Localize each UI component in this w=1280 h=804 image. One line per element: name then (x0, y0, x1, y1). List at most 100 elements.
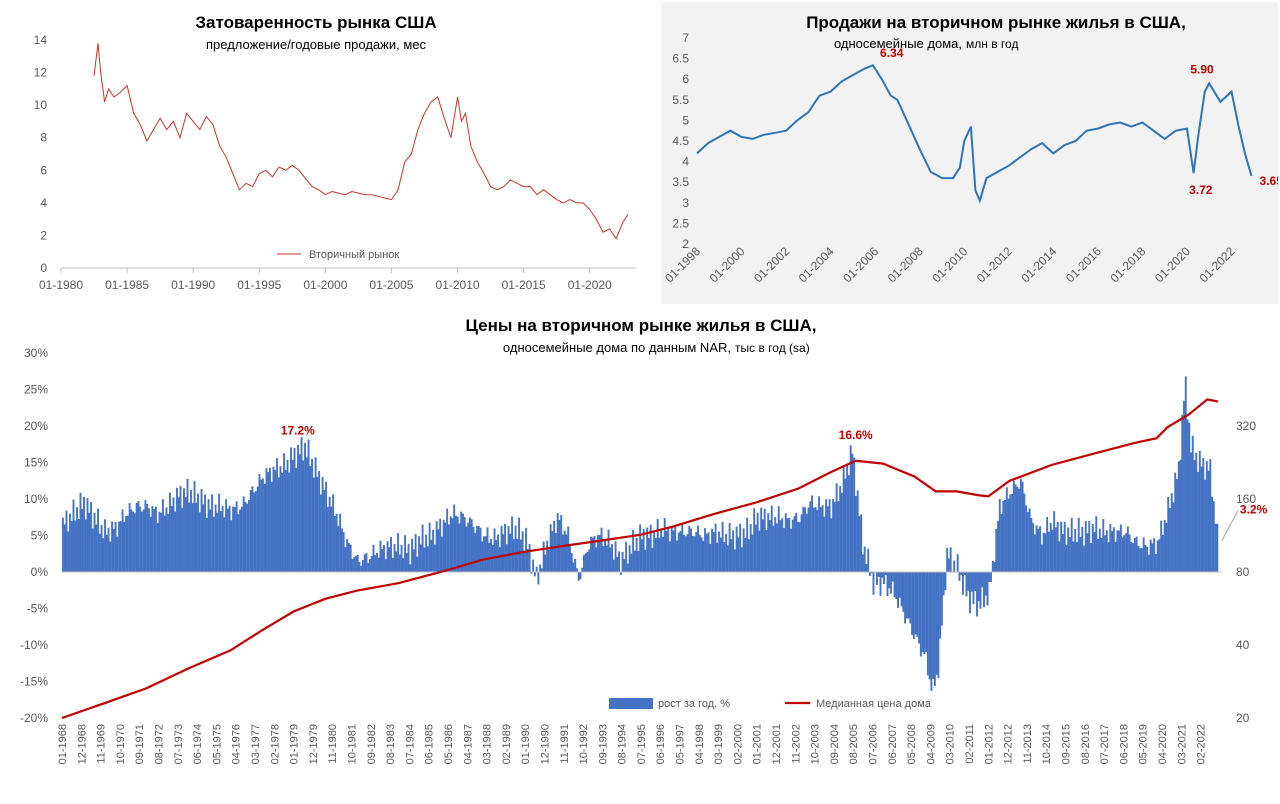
prices-growth-bar (484, 536, 487, 572)
prices-growth-bar (70, 521, 73, 572)
prices-growth-bar (660, 528, 663, 572)
prices-growth-bar (147, 508, 150, 572)
prices-growth-bar (642, 528, 645, 572)
prices-growth-bar (700, 537, 703, 572)
prices-growth-bar (588, 549, 591, 572)
prices-growth-bar (647, 538, 650, 572)
prices-growth-bar (451, 518, 454, 572)
prices-x-tick-label: 08-2005 (848, 724, 860, 764)
prices-growth-bar (786, 518, 789, 572)
prices-growth-bar (674, 526, 677, 572)
prices-growth-bar (1181, 414, 1184, 572)
prices-growth-bar (218, 493, 221, 572)
prices-chart-subtitle: односемейные дома по данным NAR, (503, 340, 731, 355)
prices-y-tick-label: -20% (20, 711, 48, 725)
prices-x-tick-label: 09-2004 (829, 724, 841, 764)
prices-growth-bar (98, 533, 101, 572)
prices-growth-bar (958, 572, 961, 581)
prices-growth-bar (725, 533, 728, 572)
prices-growth-bar (898, 572, 901, 598)
sales-x-tick-label: 01-2000 (707, 244, 748, 285)
prices-growth-bar (1088, 520, 1091, 572)
prices-growth-bar (439, 518, 442, 572)
prices-growth-bar (965, 572, 968, 597)
prices-growth-bar (983, 572, 985, 608)
prices-growth-bar (581, 567, 584, 572)
prices-growth-bar (360, 565, 363, 572)
prices-growth-bar (800, 514, 803, 572)
prices-growth-bar (102, 538, 105, 572)
prices-growth-bar (335, 513, 338, 572)
prices-growth-bar (230, 520, 233, 572)
prices-growth-bar (1047, 531, 1050, 572)
prices-growth-bar (911, 572, 914, 635)
prices-growth-bar (644, 549, 647, 572)
prices-growth-bar (311, 458, 314, 572)
sales-y-tick-label: 6.5 (672, 52, 689, 66)
prices-growth-bar (428, 522, 431, 572)
prices-growth-bar (170, 506, 173, 572)
prices-growth-bar (742, 528, 745, 572)
prices-growth-bar (635, 537, 638, 572)
inventory-chart-panel: Затоваренность рынка США предложение/год… (0, 0, 656, 300)
prices-growth-bar (1097, 538, 1099, 572)
prices-growth-bar (1011, 493, 1014, 572)
prices-growth-bar (1049, 522, 1052, 572)
prices-growth-bar (932, 572, 935, 679)
prices-growth-bar (612, 559, 615, 572)
prices-growth-bar (190, 489, 192, 572)
prices-growth-bar (1125, 533, 1128, 572)
prices-growth-bar (244, 501, 247, 572)
prices-growth-bar (154, 506, 157, 572)
prices-growth-bar (914, 572, 917, 635)
prices-growth-bar (607, 529, 610, 572)
prices-growth-bar (435, 521, 438, 572)
prices-growth-bar (939, 572, 942, 639)
prices-growth-bar (704, 528, 707, 572)
prices-growth-bar (530, 572, 533, 574)
prices-growth-bar (233, 507, 236, 572)
prices-growth-bar (639, 524, 642, 572)
prices-growth-bar (1176, 479, 1178, 572)
prices-growth-bar (486, 527, 489, 572)
prices-growth-bar (1177, 461, 1180, 572)
prices-growth-bar (1046, 516, 1049, 572)
prices-growth-bar (912, 572, 915, 640)
prices-growth-bar (247, 500, 250, 572)
prices-growth-bar (562, 534, 564, 572)
prices-growth-bar (421, 524, 424, 572)
prices-growth-bar (897, 572, 899, 608)
prices-y-tick-label: 30% (24, 346, 48, 360)
prices-growth-bar (1146, 546, 1149, 572)
prices-growth-bar (1216, 523, 1219, 572)
prices-growth-bar (916, 572, 919, 637)
prices-growth-bar (684, 536, 687, 572)
sales-chart: Продажи на вторичном рынке жилья в США, … (662, 13, 1278, 285)
prices-growth-bar (670, 525, 673, 572)
prices-growth-bar (1154, 554, 1157, 572)
prices-growth-bar (265, 468, 268, 572)
prices-growth-bar (730, 539, 733, 572)
prices-growth-bar (526, 548, 529, 572)
prices-growth-bar (1174, 472, 1177, 572)
sales-y-tick-label: 4 (682, 155, 689, 169)
prices-growth-bar (872, 572, 875, 595)
prices-x-tick-label: 09-1993 (597, 724, 609, 764)
prices-growth-bar (426, 546, 429, 572)
prices-growth-bar (197, 493, 199, 572)
prices-growth-bar (740, 547, 743, 572)
prices-growth-bar (1211, 496, 1214, 572)
prices-growth-bar (758, 530, 761, 572)
prices-x-tick-label: 07-1973 (173, 724, 185, 764)
prices-growth-bar (307, 439, 310, 572)
prices-growth-bar (1019, 478, 1022, 572)
prices-growth-bar (433, 544, 436, 572)
prices-growth-bar (130, 509, 133, 572)
prices-growth-bar (1151, 543, 1154, 572)
prices-growth-bar (1002, 500, 1005, 572)
prices-growth-bar (712, 531, 715, 572)
prices-growth-bar (1209, 459, 1212, 572)
prices-growth-bar (404, 535, 407, 572)
prices-growth-bar (204, 494, 207, 572)
prices-growth-bar (76, 507, 78, 572)
